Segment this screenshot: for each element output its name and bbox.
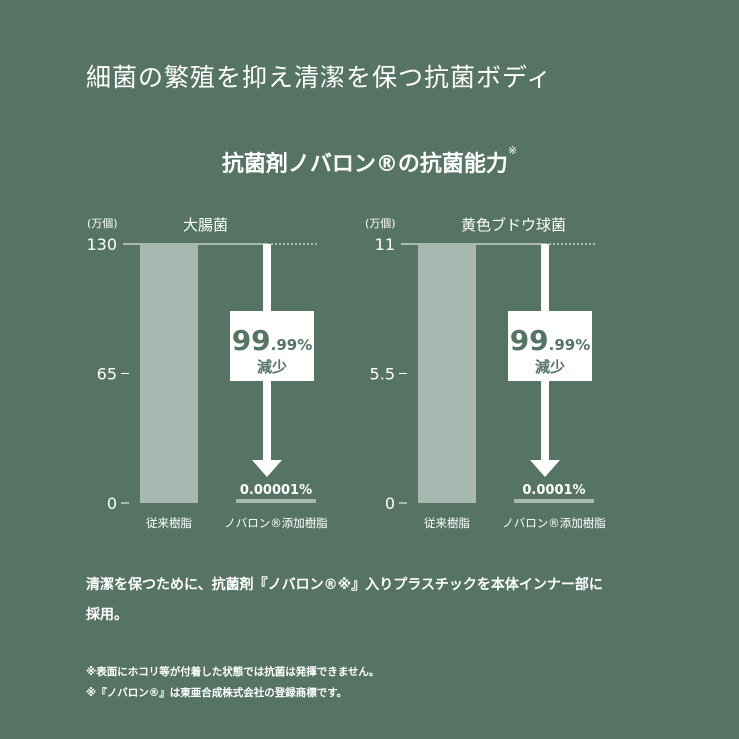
chart-title: 大腸菌 [183,216,228,234]
category-label: ノバロン®添加樹脂 [502,516,606,530]
bar-novaron-resin [514,499,594,503]
bar-novaron-resin [236,499,316,503]
reduction-badge [508,311,592,381]
y-tick-label: 130 [86,235,117,254]
bar-standard-resin [418,244,476,503]
arrow-head [530,460,560,477]
footnote-2: ※『ノバロン®』は東亜合成株式会社の登録商標です。 [86,687,348,699]
subtitle-text: 抗菌剤ノバロン®の抗菌能力 [221,152,508,177]
footnote-1: ※表面にホコリ等が付着した状態では抗菌は発揮できません。 [86,666,380,678]
y-unit-label: (万個) [87,217,118,230]
y-tick-label: 0 [385,494,395,513]
footnotes: ※表面にホコリ等が付着した状態では抗菌は発揮できません。 ※『ノバロン®』は東亜… [86,662,379,704]
reduction-percent: 99.99% [232,324,313,357]
category-label: 従来樹脂 [424,516,470,530]
reduction-label: 減少 [535,358,565,376]
chart-subtitle: 抗菌剤ノバロン®の抗菌能力※ [0,144,739,178]
reduction-percent: 99.99% [510,324,591,357]
body-text: 清潔を保つために、抗菌剤『ノバロン®※』入りプラスチックを本体インナー部に採用。 [86,577,603,623]
value-label: 0.00001% [240,483,312,498]
y-tick-label: 65 [97,365,117,384]
y-tick-label: 5.5 [370,365,395,384]
bar-standard-resin [140,244,198,503]
y-unit-label: (万個) [365,217,396,230]
value-label: 0.0001% [522,483,585,498]
reduction-label: 減少 [257,358,287,376]
headline: 細菌の繁殖を抑え清潔を保つ抗菌ボディ [86,63,553,92]
chart-title: 黄色ブドウ球菌 [461,216,566,234]
category-label: ノバロン®添加樹脂 [224,516,328,530]
category-label: 従来樹脂 [146,516,192,530]
reduction-badge [230,311,314,381]
arrow-head [252,460,282,477]
y-tick-label: 0 [107,494,117,513]
subtitle-footnote-mark: ※ [507,144,518,157]
y-tick-label: 11 [375,235,395,254]
